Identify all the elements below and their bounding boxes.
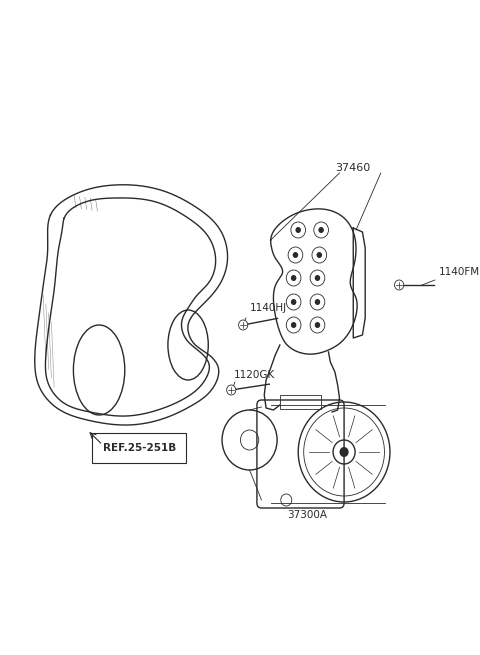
Circle shape — [339, 447, 348, 457]
Text: 1120GK: 1120GK — [234, 370, 275, 380]
Text: 37460: 37460 — [335, 163, 370, 173]
Circle shape — [296, 227, 301, 233]
Circle shape — [227, 385, 236, 395]
Circle shape — [318, 227, 324, 233]
Text: 37300A: 37300A — [288, 510, 327, 520]
Text: 1140FM: 1140FM — [439, 267, 480, 277]
Circle shape — [315, 299, 320, 305]
Circle shape — [239, 320, 248, 330]
Circle shape — [315, 322, 320, 328]
Circle shape — [293, 252, 298, 258]
Circle shape — [395, 280, 404, 290]
Circle shape — [291, 275, 296, 281]
Circle shape — [291, 322, 296, 328]
Text: 1140HJ: 1140HJ — [250, 303, 287, 313]
Text: REF.25-251B: REF.25-251B — [103, 443, 176, 453]
Circle shape — [316, 252, 322, 258]
Circle shape — [315, 275, 320, 281]
Circle shape — [291, 299, 296, 305]
Bar — [280, 395, 321, 409]
